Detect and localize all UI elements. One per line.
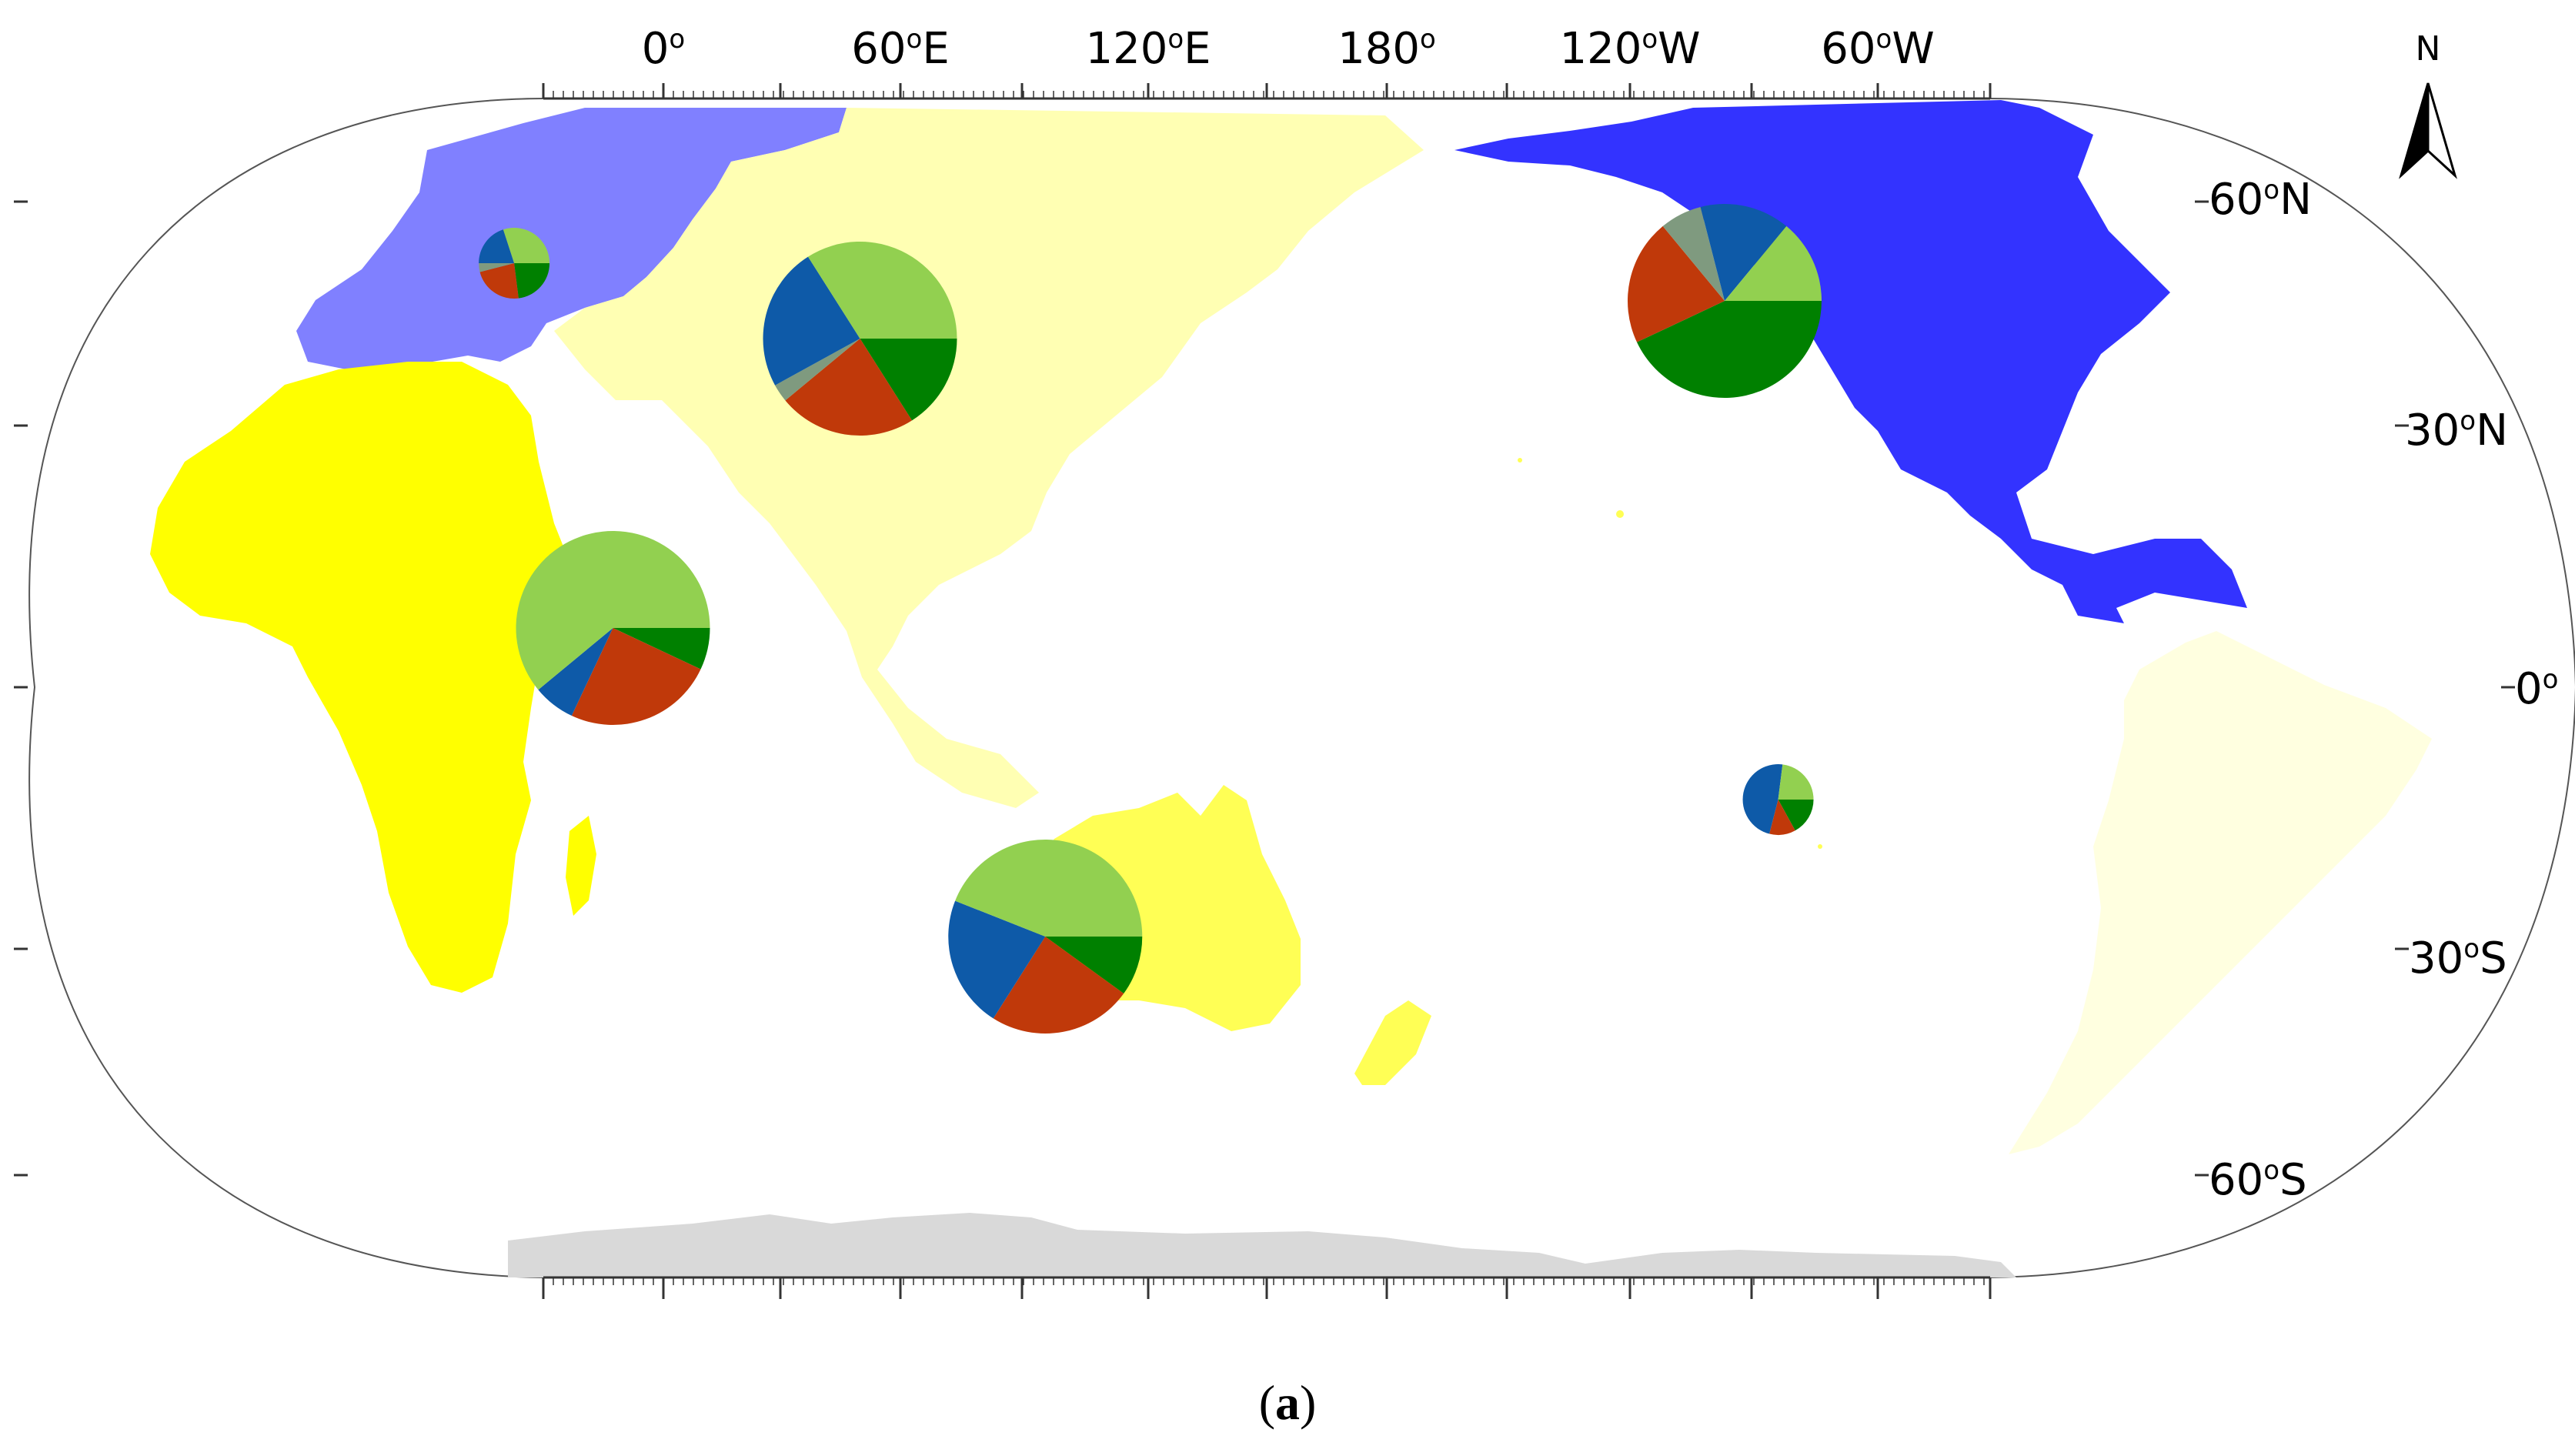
europe-region (296, 108, 847, 373)
lat-label-0: 0o (2515, 664, 2558, 714)
pie-africa (516, 531, 710, 726)
pie-europe (479, 228, 550, 299)
asia-region (554, 108, 1424, 808)
lon-label-120w: 120oW (1559, 24, 1700, 74)
panel-label: (a) (1259, 1375, 1317, 1430)
pacific-island (1818, 844, 1822, 849)
lon-label-180: 180o (1338, 24, 1436, 74)
north-arrow-icon-half (2426, 82, 2457, 179)
pie-north-america (1628, 204, 1822, 398)
lon-label-120e: 120oE (1085, 24, 1211, 74)
lat-label-60s: 60oS (2209, 1155, 2307, 1205)
pie-slice-dark-green (613, 628, 710, 670)
pie-south-america (1742, 764, 1814, 835)
pie-slice-red (1628, 225, 1725, 342)
south-america-region (2009, 631, 2432, 1154)
pie-asia (763, 242, 957, 436)
pie-oceania (948, 840, 1143, 1034)
pie-slice-light-green (955, 840, 1143, 937)
pie-slice-blue (948, 900, 1046, 1019)
pie-slice-light-green (1778, 764, 1814, 800)
pie-slice-blue (763, 256, 860, 386)
lon-label-60w: 60oW (1821, 24, 1934, 74)
pie-slice-grey (1662, 206, 1725, 301)
north-arrow: N (2399, 29, 2457, 179)
antarctica-landmass (508, 1213, 2016, 1277)
lat-label-60n: 60oN (2209, 175, 2312, 225)
pie-slice-red (571, 628, 701, 726)
new-zealand-island (1354, 1000, 1431, 1085)
pie-slice-light-green (503, 228, 550, 263)
pie-slice-grey (775, 339, 860, 401)
pie-slice-light-green (1725, 225, 1822, 301)
pie-slice-red (479, 263, 519, 299)
pie-slice-dark-green (860, 339, 957, 421)
pie-slice-dark-green (1778, 800, 1814, 831)
longitude-labels: 0o 60oE 120oE 180o 120oW 60oW (642, 24, 1935, 74)
pie-slice-light-green (807, 242, 957, 339)
lon-label-60e: 60oE (851, 24, 949, 74)
pacific-island (1518, 458, 1522, 463)
latitude-labels: 60oN 30oN 0o 30oS 60oS (2209, 175, 2558, 1205)
pie-slice-dark-green (514, 263, 550, 299)
pie-slice-red (1769, 800, 1795, 835)
pie-slice-blue (538, 628, 613, 716)
pie-slice-dark-green (1636, 301, 1822, 398)
pacific-island (1616, 510, 1624, 518)
pie-slice-dark-green (1045, 937, 1143, 994)
lat-label-30n: 30oN (2405, 406, 2508, 456)
north-america-region (1454, 100, 2247, 623)
pie-slice-blue (479, 229, 515, 263)
pie-slice-red (785, 339, 913, 436)
pie-slice-light-green (516, 531, 710, 690)
pie-slice-grey (479, 263, 515, 272)
axis-ticks (14, 83, 2515, 1299)
africa-region (150, 362, 593, 993)
north-arrow-icon (2399, 82, 2430, 179)
pie-chart-layer (479, 204, 1822, 1034)
lon-label-0: 0o (642, 24, 685, 74)
north-arrow-label: N (2416, 29, 2441, 68)
pie-slice-blue (1700, 204, 1787, 301)
pie-slice-blue (1742, 764, 1783, 834)
pie-slice-red (993, 937, 1124, 1034)
lat-label-30s: 30oS (2409, 933, 2507, 983)
madagascar-island (566, 816, 596, 916)
